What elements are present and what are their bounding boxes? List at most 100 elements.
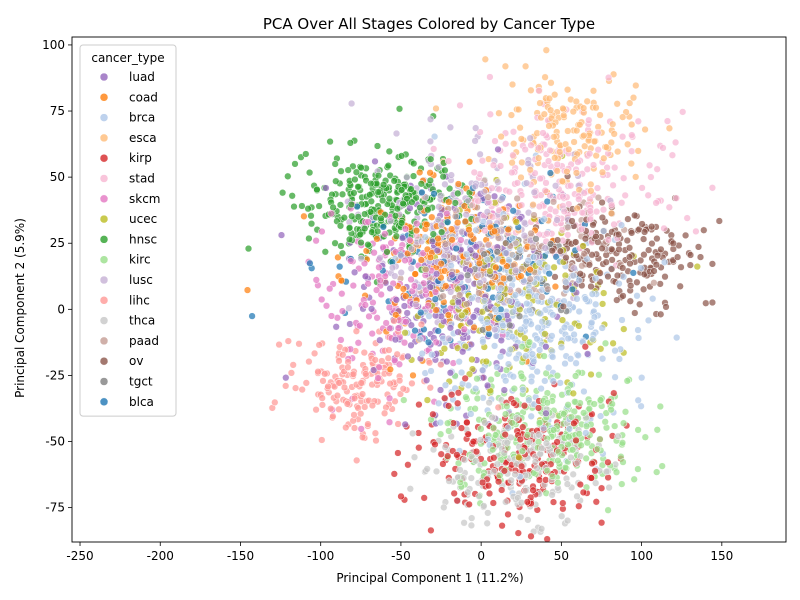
point-ov [631,211,639,220]
point-kirp [457,424,466,432]
point-brca [564,334,572,343]
point-paad [538,293,546,301]
legend-label-skcm: skcm [129,192,161,206]
point-coad [490,227,499,235]
point-kirp [500,467,509,475]
point-lihc [426,384,434,392]
point-hnsc [399,199,407,208]
point-lusc [435,203,443,211]
point-brca [634,396,642,404]
point-brca [569,271,577,280]
point-esca [572,97,580,106]
point-lihc [298,385,306,394]
point-kirc [569,446,577,454]
point-thca [542,439,551,447]
point-kirc [619,458,627,466]
point-coad [444,311,453,319]
point-kirc [611,422,619,430]
point-lihc [353,456,361,465]
point-esca [602,143,611,151]
point-hnsc [354,213,362,221]
point-kirp [478,478,487,487]
point-skcm [385,324,394,332]
point-skcm [327,209,335,218]
point-esca [516,124,524,132]
point-ov [626,259,634,268]
y-tick-label: 0 [57,302,65,316]
point-kirc [492,431,500,439]
point-thca [468,514,476,522]
point-paad [530,211,538,219]
point-thca [406,485,414,493]
point-lusc [530,188,538,196]
point-esca [518,158,526,167]
point-esca [545,94,554,103]
point-esca [536,99,544,107]
point-lihc [408,379,416,388]
point-ov [553,236,562,244]
point-coad [416,168,424,177]
point-esca [581,142,589,150]
point-thca [503,439,511,447]
point-stad [521,145,529,154]
point-kirp [575,502,583,510]
point-ucec [558,316,567,324]
legend-label-lihc: lihc [129,293,150,307]
point-ov [624,215,632,223]
point-brca [524,256,532,265]
point-kirc [583,439,591,447]
point-kirp [454,389,463,397]
point-kirp [453,451,461,459]
point-brca [522,318,530,326]
point-hnsc [427,155,435,163]
point-paad [526,275,534,283]
point-stad [539,129,547,137]
point-thca [511,470,519,479]
point-kirp [463,418,471,427]
point-kirc [634,426,642,434]
point-luad [469,313,478,321]
point-esca [432,104,440,113]
point-hnsc [305,168,314,177]
point-esca [545,122,553,130]
point-blca [411,326,419,335]
point-kirc [501,410,510,418]
point-esca [564,127,572,135]
point-kirc [554,479,562,487]
point-stad [660,224,668,233]
point-coad [386,365,394,374]
point-hnsc [410,159,418,168]
point-stad [564,231,572,239]
legend-label-kirp: kirp [129,151,152,165]
point-ov [626,297,634,305]
point-esca [501,62,510,70]
point-lihc [319,377,327,385]
point-stad [474,197,482,205]
point-coad [399,285,408,293]
point-stad [671,138,680,147]
point-ucec [486,267,494,275]
point-lusc [412,300,420,309]
point-lihc [425,359,434,367]
point-tgct [480,250,488,258]
point-thca [513,414,521,422]
legend-marker-esca [99,133,109,143]
point-kirp [572,436,580,445]
legend-marker-paad [99,336,109,346]
point-blca [430,190,438,198]
point-brca [598,324,606,332]
point-stad [536,174,544,183]
point-lusc [512,266,520,275]
point-blca [485,330,493,338]
point-kirp [485,489,494,498]
legend-marker-lihc [99,296,109,305]
point-skcm [338,290,346,298]
point-brca [596,412,605,420]
point-stad [580,189,588,197]
point-luad [494,145,502,154]
point-stad [470,168,478,177]
point-stad [560,207,568,216]
point-ucec [693,262,701,271]
point-blca [545,269,553,278]
